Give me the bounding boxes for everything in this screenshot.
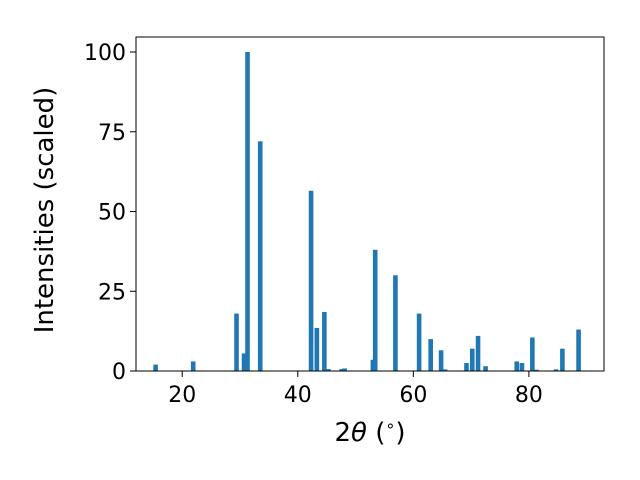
x-axis-title-open: (: [367, 418, 385, 448]
x-axis-title: 2θ (∘): [334, 416, 405, 448]
bar-20: [469, 348, 475, 371]
y-tick-label-50: 50: [98, 201, 126, 226]
bar-22: [483, 366, 488, 371]
bars-group: [153, 52, 581, 371]
bar-0: [153, 364, 158, 371]
bar-19: [464, 363, 469, 371]
bar-27: [553, 369, 559, 371]
bar-5: [257, 141, 263, 371]
bar-11: [342, 368, 347, 371]
bar-28: [560, 348, 565, 371]
x-axis-title-prefix: 2: [334, 418, 351, 448]
bar-2: [234, 313, 239, 371]
x-tick-label-80: 80: [515, 383, 543, 408]
bar-9: [326, 369, 331, 371]
bar-1: [190, 361, 196, 371]
bar-23: [514, 361, 520, 371]
bar-15: [416, 313, 422, 371]
x-axis-ticks: 20 40 60 80: [168, 371, 543, 408]
y-axis-title: Intensities (scaled): [30, 87, 60, 334]
bar-3: [241, 353, 247, 371]
bar-26: [534, 369, 539, 371]
bar-12: [370, 359, 376, 371]
plot-frame: [135, 36, 605, 372]
bar-18: [442, 369, 448, 371]
bar-4: [245, 52, 250, 371]
bar-6: [308, 190, 314, 371]
x-tick-label-60: 60: [399, 383, 427, 408]
y-axis-ticks: 0 25 50 75 100: [84, 41, 136, 385]
x-axis-title-theta: θ: [351, 418, 367, 448]
x-tick-label-20: 20: [168, 383, 196, 408]
x-axis-title-close: ): [395, 418, 405, 448]
bar-7: [314, 327, 320, 371]
bar-14: [393, 275, 398, 371]
bar-13: [372, 249, 378, 371]
bar-17: [438, 350, 444, 371]
bar-24: [519, 363, 525, 371]
bar-16: [428, 339, 433, 371]
y-tick-label-100: 100: [84, 41, 126, 66]
bar-21: [475, 335, 481, 371]
x-axis-title-degree: ∘: [385, 416, 395, 435]
bar-25: [530, 337, 535, 371]
y-tick-label-25: 25: [98, 280, 126, 305]
y-tick-label-75: 75: [98, 121, 126, 146]
bar-10: [339, 369, 344, 371]
y-tick-label-0: 0: [112, 360, 126, 385]
x-tick-label-40: 40: [284, 383, 312, 408]
bar-29: [576, 329, 581, 371]
bar-8: [322, 311, 327, 371]
